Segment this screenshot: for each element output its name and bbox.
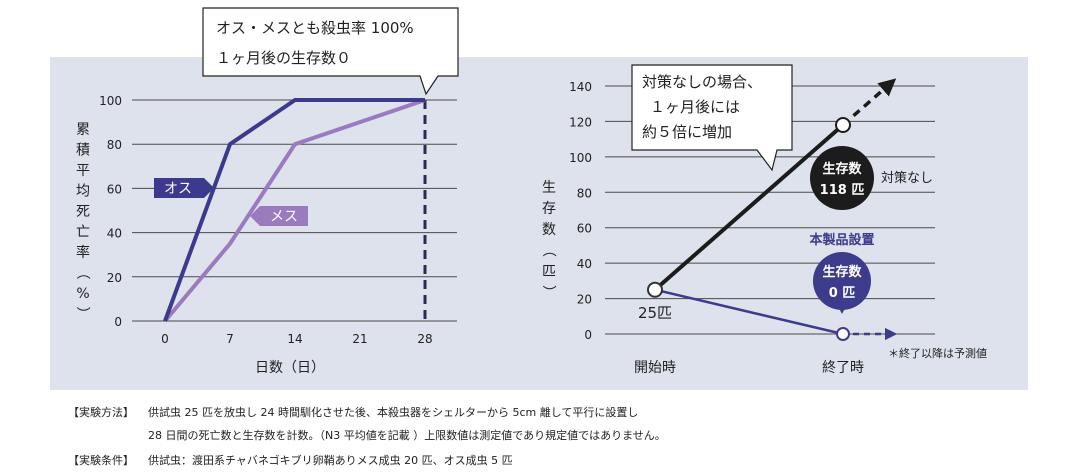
left-callout: オス・メスとも殺虫率 100% １ヶ月後の生存数０ [202,7,459,96]
y-label-char: 数 [542,222,556,238]
y-label-char: 率 [76,244,90,261]
series-line-male [163,98,425,322]
right-callout-line3: 約５倍に増加 [642,123,732,141]
legend-female-tag: メス [250,206,308,226]
y-label-char: % [76,286,89,302]
left-callout-line2: １ヶ月後の生存数０ [216,49,351,67]
svg-text:オス: オス [164,181,192,197]
y-label-char: （ [74,266,90,280]
y-label-char: 均 [76,184,90,200]
y-label-char: 生 [542,180,556,196]
svg-text:118 匹: 118 匹 [820,183,865,198]
y-tick-label: 120 [569,115,592,129]
y-tick-label: 20 [577,293,592,307]
note-method-continued: 28 日間の死亡数と生存数を計数。（N3 平均値を記載 ）上限数値は測定値であり… [148,429,666,442]
series-line-product [654,288,844,336]
right-callout-line2: １ヶ月後には [650,98,740,116]
y-label-char: ） [74,307,90,321]
y-label-char: （ [540,243,556,257]
left-chart-x-axis-label: 日数（日） [255,360,325,376]
note-conditions: 【実験条件】 供試虫：渡田系チャバネゴキブリ卵鞘ありメス成虫 20 匹、オス成虫 … [68,454,513,467]
left-chart-y-ticks: 0 20 40 60 80 100 [99,94,122,329]
end-point-product [836,327,850,341]
start-value-label: 25匹 [638,304,672,322]
y-tick-label: 100 [569,151,592,165]
y-label-char: 匹 [542,264,556,280]
right-callout-line1: 対策なしの場合、 [642,73,762,91]
svg-text:生存数: 生存数 [822,161,862,177]
badge-product: 生存数 0 匹 [813,252,871,314]
no-treatment-label: 対策なし [881,170,933,186]
right-chart-category-end: 終了時 [822,360,864,376]
y-tick-label: 80 [577,186,592,200]
right-chart-series [647,78,898,341]
left-chart-series [163,98,427,323]
y-label-char: 累 [76,122,90,138]
badge-no-treatment: 生存数 118 匹 [810,146,874,210]
y-tick-label: 60 [577,222,592,236]
prediction-footnote: ＊終了以降は予測値 [888,346,987,360]
y-tick-label: 100 [99,94,122,108]
y-label-char: 平 [76,163,90,179]
product-installed-label: 本製品設置 [809,232,874,248]
svg-text:生存数: 生存数 [822,264,862,280]
svg-text:0 匹: 0 匹 [829,286,856,301]
y-tick-label: 60 [107,182,122,196]
y-tick-label: 0 [584,328,592,342]
prediction-arrow-no-treatment [852,78,897,118]
right-callout: 対策なしの場合、 １ヶ月後には 約５倍に増加 [631,64,793,172]
right-chart-y-axis-label: 生存数 （ 匹 ） [540,180,556,299]
y-tick-label: 40 [107,227,122,241]
legend-male-tag: オス [154,178,214,198]
left-callout-line1: オス・メスとも殺虫率 100% [216,19,414,37]
series-line-female [163,98,426,323]
start-point [647,281,663,298]
note-method: 【実験方法】 供試虫 25 匹を放虫し 24 時間馴化させた後、本殺虫器をシェルタ… [68,406,639,419]
y-tick-label: 0 [114,315,122,329]
x-tick-label: 7 [226,332,234,346]
series-line-no-treatment [653,123,845,292]
y-tick-label: 80 [107,138,122,152]
end-point-no-treatment [835,116,851,133]
left-chart-x-ticks: 0 7 14 21 28 [161,332,432,346]
right-chart-category-start: 開始時 [634,360,676,376]
svg-text:メス: メス [270,209,298,225]
y-label-char: 死 [76,204,90,220]
y-tick-label: 40 [577,257,592,271]
right-chart-y-ticks: 0 20 40 60 80 100 120 140 [569,80,592,342]
y-tick-label: 140 [569,80,592,94]
y-tick-label: 20 [107,271,122,285]
y-label-char: ） [540,285,556,299]
y-label-char: 亡 [76,225,90,241]
x-tick-label: 0 [161,332,169,346]
x-tick-label: 14 [287,332,302,346]
x-tick-label: 21 [352,332,367,346]
x-tick-label: 28 [417,332,432,346]
y-label-char: 存 [542,201,556,217]
y-label-char: 積 [76,143,90,159]
